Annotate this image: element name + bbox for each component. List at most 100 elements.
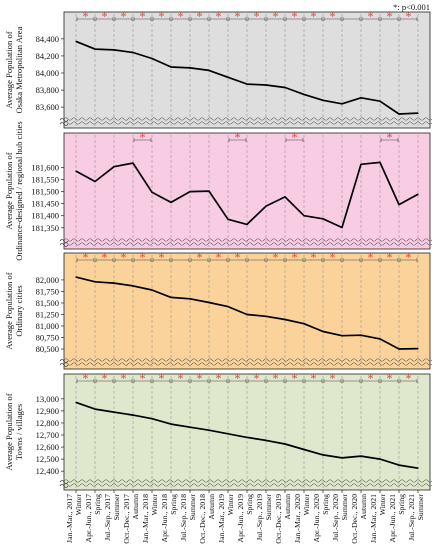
significance-star: * xyxy=(140,250,146,264)
significance-star: * xyxy=(311,371,317,385)
data-point xyxy=(189,298,191,300)
x-tick-label: Spring xyxy=(245,494,254,515)
data-point xyxy=(246,83,248,85)
significance-star: * xyxy=(235,9,241,23)
axis-break-mark xyxy=(59,359,69,363)
significance-star: * xyxy=(83,9,89,23)
significance-star: * xyxy=(368,9,374,23)
significance-star: * xyxy=(235,130,241,144)
axis-break-line xyxy=(63,358,433,362)
axis-break-mark xyxy=(59,122,69,126)
significance-star: * xyxy=(406,250,412,264)
data-point xyxy=(151,191,153,193)
data-point xyxy=(246,223,248,225)
data-point xyxy=(303,448,305,451)
significance-star: * xyxy=(273,9,279,23)
data-point xyxy=(322,454,324,456)
significance-star: * xyxy=(83,371,89,385)
data-point xyxy=(113,282,115,284)
x-tick-label: Jul.-Sep., 2021 xyxy=(407,494,416,541)
significance-star: * xyxy=(330,250,336,264)
data-point xyxy=(170,201,172,204)
significance-star: * xyxy=(292,250,298,264)
y-tick-label: 12,800 xyxy=(36,418,59,428)
x-tick-label: Summer xyxy=(188,494,197,521)
significance-star: * xyxy=(273,250,279,264)
significance-star: * xyxy=(178,9,184,23)
data-point xyxy=(417,112,419,114)
data-point xyxy=(113,166,115,168)
data-point xyxy=(303,323,305,325)
y-axis-label: Average Population of xyxy=(4,272,14,349)
data-point xyxy=(341,103,343,105)
data-point xyxy=(227,433,229,435)
y-axis-label: Average Population of xyxy=(4,393,14,470)
x-tick-label: Winter xyxy=(150,494,159,516)
x-tick-label: Jul.-Sep., 2018 xyxy=(179,494,188,541)
data-point xyxy=(94,281,96,283)
data-point xyxy=(170,66,172,68)
data-point xyxy=(189,67,191,69)
significance-star: * xyxy=(311,9,317,23)
significance-star: * xyxy=(121,9,127,23)
data-point xyxy=(151,57,153,60)
y-axis-label: Ordinary cities xyxy=(14,285,24,337)
data-point xyxy=(265,315,267,317)
significance-star: * xyxy=(140,9,146,23)
x-tick-label: Spring xyxy=(93,494,102,515)
significance-star: * xyxy=(121,371,127,385)
significance-star: * xyxy=(83,250,89,264)
y-tick-label: 181,400 xyxy=(31,211,59,221)
significance-star: * xyxy=(235,250,241,264)
axis-break-line xyxy=(63,483,433,487)
y-tick-label: 13,000 xyxy=(36,394,59,404)
axis-break-line xyxy=(63,479,433,483)
significance-star: * xyxy=(140,371,146,385)
significance-star: * xyxy=(387,9,393,23)
data-point xyxy=(398,464,400,466)
significance-star: * xyxy=(121,250,127,264)
data-point xyxy=(208,429,210,431)
x-tick-label: Spring xyxy=(321,494,330,515)
data-point xyxy=(284,443,286,445)
data-point xyxy=(303,93,305,95)
significance-star: * xyxy=(273,371,279,385)
significance-star: * xyxy=(197,9,203,23)
x-tick-label: Apr.-Jun., 2018 xyxy=(160,494,169,543)
data-point xyxy=(398,113,400,115)
data-point xyxy=(265,439,267,442)
data-point xyxy=(379,338,381,340)
y-tick-label: 82,000 xyxy=(36,275,59,285)
x-tick-label: Spring xyxy=(169,494,178,515)
data-point xyxy=(208,190,210,192)
significance-star: * xyxy=(387,250,393,264)
significance-star: * xyxy=(159,250,165,264)
data-point xyxy=(208,301,210,304)
axis-break-mark xyxy=(59,118,69,122)
data-point xyxy=(417,467,419,469)
x-tick-label: Autumn xyxy=(359,494,368,520)
x-tick-label: Jul.-Sep., 2017 xyxy=(103,494,112,541)
data-point xyxy=(208,69,210,72)
significance-star: * xyxy=(292,9,298,23)
significance-star: * xyxy=(216,371,222,385)
data-point xyxy=(132,51,134,54)
data-point xyxy=(265,84,267,86)
panel-4: 12,400 12,500 12,600 12,700 12,800 12,900 13,0… xyxy=(4,371,433,491)
x-tick-label: Summer xyxy=(416,494,425,521)
x-tick-label: Apr.-Jun., 2020 xyxy=(312,494,321,543)
significance-star: * xyxy=(102,371,108,385)
data-point xyxy=(322,218,324,220)
x-tick-label: Winter xyxy=(378,494,387,516)
significance-star: * xyxy=(159,9,165,23)
data-point xyxy=(284,196,286,198)
data-point xyxy=(360,163,362,165)
data-point xyxy=(284,318,286,321)
significance-star: * xyxy=(292,130,298,144)
data-point xyxy=(227,218,229,220)
x-tick-label: Oct.-Dec., 2017 xyxy=(122,494,131,544)
data-point xyxy=(379,161,381,164)
x-tick-label: Oct.-Dec., 2020 xyxy=(350,494,359,544)
significance-star: * xyxy=(159,371,165,385)
